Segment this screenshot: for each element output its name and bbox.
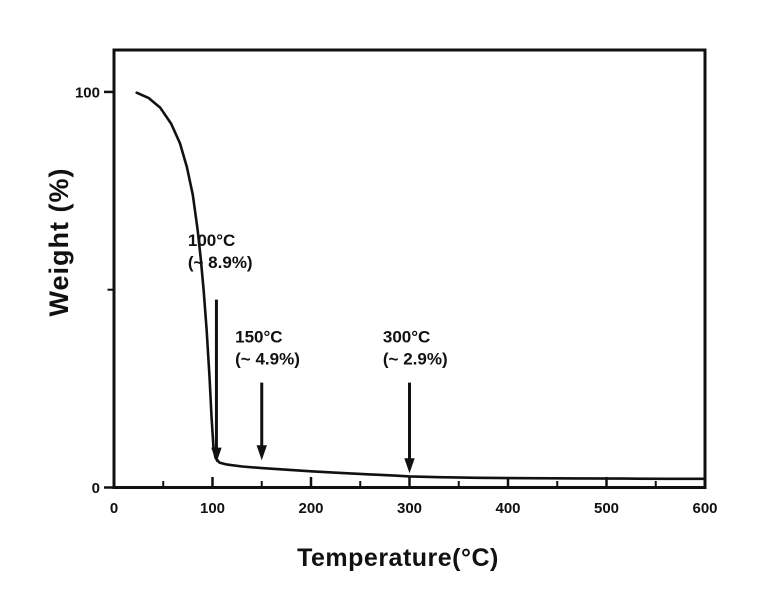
annotation-label: 150°C (~ 4.9%) (235, 327, 300, 368)
axis-ticks (104, 90, 707, 489)
x-tick-label: 300 (397, 500, 422, 517)
x-tick-label: 0 (110, 500, 118, 517)
weight-curve-line (135, 91, 707, 481)
x-tick-label: 500 (594, 500, 619, 517)
annotation-arrow-head (256, 445, 267, 461)
y-axis-title: Weight (%) (44, 168, 74, 317)
annotation-arrow-head (404, 458, 415, 474)
weight-curve (135, 91, 707, 481)
x-tick-label: 100 (200, 500, 225, 517)
plot-frame (112, 48, 707, 489)
annotation-label: 100°C (~ 8.9%) (188, 231, 253, 272)
annotation-arrow-head (211, 447, 222, 463)
annotation-100c: 100°C (~ 8.9%) (188, 231, 253, 463)
annotations-layer: 100°C (~ 8.9%) 150°C (~ 4.9%) 300°C (~ 2.9%) (188, 231, 448, 474)
annotation-label: 300°C (~ 2.9%) (383, 327, 448, 368)
axis-tick-labels: 0 100 200 300 400 500 600 0 100 (75, 84, 718, 517)
annotation-150c: 150°C (~ 4.9%) (235, 327, 300, 461)
x-tick-label: 200 (298, 500, 323, 517)
annotation-300c: 300°C (~ 2.9%) (383, 327, 448, 474)
x-tick-label: 400 (495, 500, 520, 517)
plot-frame-border (112, 48, 707, 489)
y-tick-label: 0 (92, 480, 100, 497)
x-tick-label: 600 (692, 500, 717, 517)
y-tick-label: 100 (75, 84, 100, 101)
x-axis-title: Temperature(°C) (297, 544, 499, 572)
